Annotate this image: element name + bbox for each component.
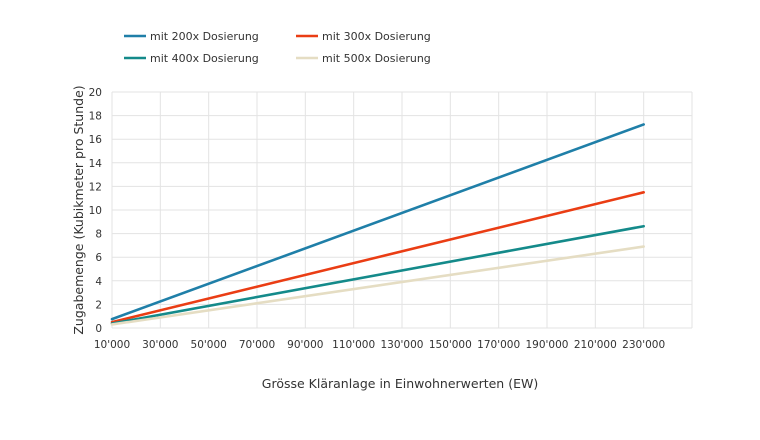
y-tick-label: 10 <box>89 205 102 217</box>
y-tick-label: 8 <box>95 229 102 241</box>
x-tick-label: 210'000 <box>574 339 617 351</box>
y-tick-label: 2 <box>95 299 102 311</box>
series-line-2 <box>110 191 645 324</box>
legend-label: mit 300x Dosierung <box>322 30 431 43</box>
x-tick-label: 110'000 <box>332 339 375 351</box>
y-tick-label: 16 <box>89 134 103 146</box>
series-line-3 <box>110 224 645 325</box>
x-tick-label: 30'000 <box>142 339 178 351</box>
x-tick-label: 170'000 <box>477 339 520 351</box>
y-tick-label: 18 <box>89 111 102 123</box>
y-tick-label: 6 <box>95 252 102 264</box>
y-tick-label: 12 <box>89 181 102 193</box>
y-tick-label: 14 <box>89 158 103 170</box>
x-tick-label: 130'000 <box>381 339 424 351</box>
x-tick-labels: 10'000 30'000 50'000 70'000 90'000 110'000 130… <box>94 339 665 351</box>
y-tick-label: 20 <box>89 87 102 99</box>
series-line-4 <box>110 245 645 326</box>
x-axis-title: Grösse Kläranlage in Einwohnerwerten (EW… <box>262 376 538 391</box>
legend-label: mit 500x Dosierung <box>322 52 431 65</box>
series-lines <box>110 123 645 326</box>
y-tick-labels: 0 2 4 6 8 10 12 14 16 18 20 <box>89 87 103 335</box>
x-tick-label: 70'000 <box>239 339 275 351</box>
y-tick-label: 4 <box>95 276 102 288</box>
x-tick-label: 90'000 <box>287 339 323 351</box>
legend-label: mit 200x Dosierung <box>150 30 259 43</box>
series-line-1 <box>110 123 645 321</box>
x-tick-label: 50'000 <box>191 339 227 351</box>
y-axis-title: Zugabemenge (Kubikmeter pro Stunde) <box>71 85 86 334</box>
x-tick-label: 190'000 <box>526 339 569 351</box>
x-tick-label: 10'000 <box>94 339 130 351</box>
x-tick-label: 230'000 <box>622 339 665 351</box>
gridlines <box>111 91 693 329</box>
y-tick-label: 0 <box>95 323 102 335</box>
x-tick-label: 150'000 <box>429 339 472 351</box>
legend: mit 200x Dosierung mit 300x Dosierung mit … <box>124 30 431 65</box>
legend-label: mit 400x Dosierung <box>150 52 259 65</box>
